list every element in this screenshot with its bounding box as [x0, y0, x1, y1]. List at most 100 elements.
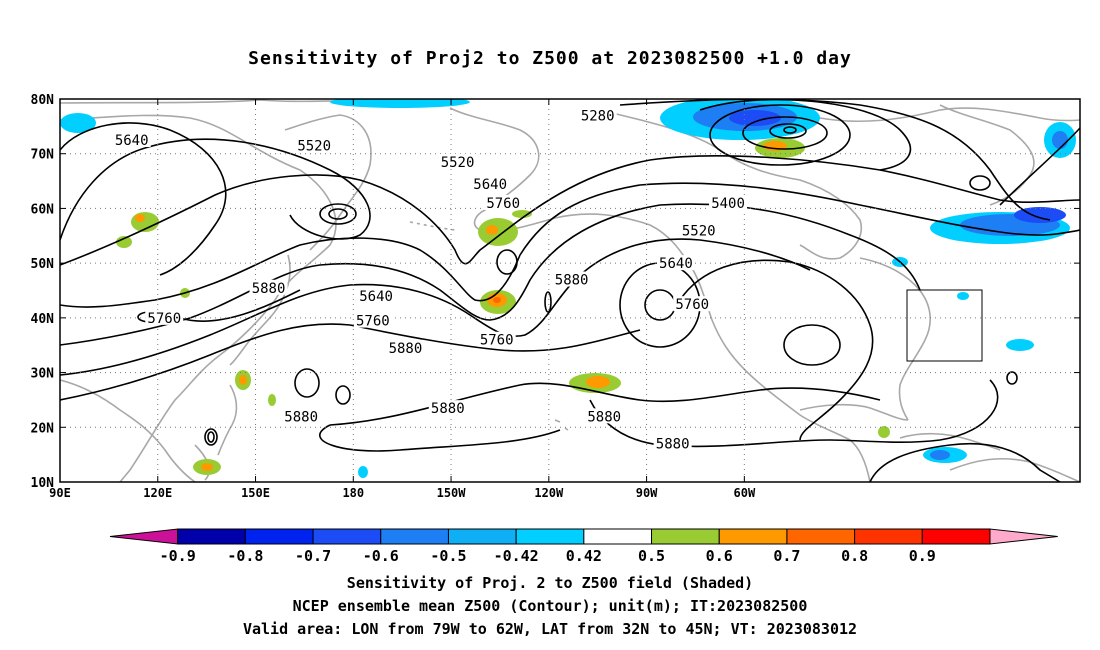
contour-label: 5520: [682, 223, 716, 239]
contour-label: 5880: [284, 409, 318, 425]
colorbar-label: 0.42: [566, 547, 602, 565]
caption-line-3: Valid area: LON from 79W to 62W, LAT fro…: [242, 620, 858, 638]
contour-label-bg: [653, 435, 692, 451]
sensitivity-shading: [60, 99, 1076, 478]
colorbar-label: 0.7: [773, 547, 800, 565]
longitude-axis: 90E 120E 150E 180 150W 120W 90W 60W: [49, 99, 756, 500]
colorbar-swatch: [515, 528, 585, 545]
colorbar-swatch: [651, 528, 720, 545]
contour-label-bg: [112, 132, 151, 148]
lon-tick-label: 120W: [534, 486, 564, 500]
contour-label-bg: [438, 153, 477, 169]
contour-label-bg: [585, 408, 624, 424]
contour-label: 5880: [656, 437, 690, 453]
lon-tick-label: 120E: [143, 486, 172, 500]
contour-label-bg: [673, 296, 712, 312]
contour-label: 5880: [252, 281, 286, 297]
contour-label-bg: [428, 400, 467, 416]
contour-label-bg: [145, 309, 184, 325]
contour-label-bg: [386, 339, 425, 355]
lon-tick-label: 150W: [437, 486, 467, 500]
lat-tick-label: 10N: [31, 476, 55, 491]
contour-label-bg: [249, 279, 288, 295]
contour-label-bg: [477, 331, 516, 347]
colorbar-label: -0.5: [430, 547, 466, 565]
caption-line-1: Sensitivity of Proj. 2 to Z500 field (Sh…: [346, 574, 754, 592]
contour-label: 5880: [431, 401, 465, 417]
contour-label-bg: [709, 194, 748, 210]
colorbar-label: 0.9: [909, 547, 936, 565]
colorbar-swatch: [312, 528, 382, 545]
contour-label: 5400: [711, 196, 745, 212]
contour-label: 5760: [486, 196, 520, 212]
contour-label-bg: [656, 255, 695, 271]
contour-label-bg: [282, 408, 321, 424]
colorbar-swatch: [786, 528, 856, 545]
colorbar-arrow-low: [109, 528, 179, 545]
contour-label: 5640: [473, 177, 507, 193]
contour-label-bg: [679, 222, 718, 238]
contour-label-bg: [357, 287, 396, 303]
caption-line-2: NCEP ensemble mean Z500 (Contour); unit(…: [292, 597, 808, 615]
contour-label: 5520: [297, 139, 331, 155]
colorbar-swatch: [854, 528, 923, 545]
contour-label: 5640: [359, 289, 393, 305]
lat-tick-label: 50N: [31, 257, 55, 272]
lat-tick-label: 20N: [31, 421, 55, 436]
latitude-axis: 80N 70N 60N 50N 40N 30N 20N 10N: [31, 93, 1080, 491]
contour-label-bg: [471, 175, 510, 191]
colorbar-swatch: [583, 528, 653, 545]
contour-label: 5880: [587, 409, 621, 425]
colorbar-swatch: [921, 528, 991, 545]
contour-label: 5760: [675, 297, 709, 313]
colorbar-label: -0.6: [363, 547, 399, 565]
contour-label-bg: [484, 194, 523, 210]
contour-label: 5280: [581, 108, 615, 124]
colorbar-swatch: [177, 528, 246, 545]
lon-tick-label: 90W: [636, 486, 658, 500]
lat-tick-label: 70N: [31, 148, 55, 163]
colorbar-label: -0.42: [494, 547, 539, 565]
lon-tick-label: 150E: [241, 486, 270, 500]
contour-label: 5640: [659, 256, 693, 272]
graticule: [60, 99, 1080, 482]
lon-tick-label: 90E: [49, 486, 71, 500]
contour-label: 5520: [441, 155, 475, 171]
contour-label-bg: [578, 107, 617, 123]
colorbar-label: -0.9: [160, 547, 196, 565]
contour-label-bg: [295, 137, 334, 153]
colorbar-swatch: [244, 528, 314, 545]
valid-area-box: [906, 289, 983, 362]
colorbar-arrow-high: [989, 528, 1058, 545]
colorbar-label: 0.6: [706, 547, 733, 565]
contour-label: 5640: [115, 133, 149, 149]
lat-tick-label: 60N: [31, 202, 55, 217]
colorbar-swatch: [447, 528, 517, 545]
contour-label: 5880: [389, 341, 423, 357]
contour-labels: 5640 5520 5520 5280 5640 5760 5400 5520 5640 5760…: [112, 107, 748, 453]
map-title: Sensitivity of Proj2 to Z500 at 20230825…: [248, 48, 852, 69]
contour-label-bg: [353, 312, 392, 328]
colorbar-label: 0.5: [638, 547, 665, 565]
contour-label-bg: [552, 271, 591, 287]
contour-label: 5760: [356, 314, 390, 330]
contour-label: 5880: [555, 273, 589, 289]
plot-area: 5640 5520 5520 5280 5640 5760 5400 5520 5640 5760…: [31, 93, 1081, 500]
lat-tick-label: 30N: [31, 367, 55, 382]
colorbar-label: 0.8: [841, 547, 868, 565]
captions: Sensitivity of Proj. 2 to Z500 field (Sh…: [0, 572, 1100, 641]
colorbar-swatch: [380, 528, 449, 545]
colorbar-label: -0.8: [227, 547, 263, 565]
contour-label: 5760: [480, 333, 514, 349]
colorbar-label: -0.7: [295, 547, 331, 565]
lon-tick-label: 60W: [734, 486, 756, 500]
lon-tick-label: 180: [342, 486, 364, 500]
colorbar-swatch: [718, 528, 788, 545]
plot-frame: [59, 98, 1081, 483]
lat-tick-label: 40N: [31, 312, 55, 327]
contour-label: 5760: [147, 311, 181, 327]
lat-tick-label: 80N: [31, 93, 55, 108]
colorbar: -0.9 -0.8 -0.7 -0.6 -0.5 -0.42 0.42 0.5 0.6 0.7 0.…: [109, 528, 1058, 565]
z500-contours: [60, 99, 1080, 482]
